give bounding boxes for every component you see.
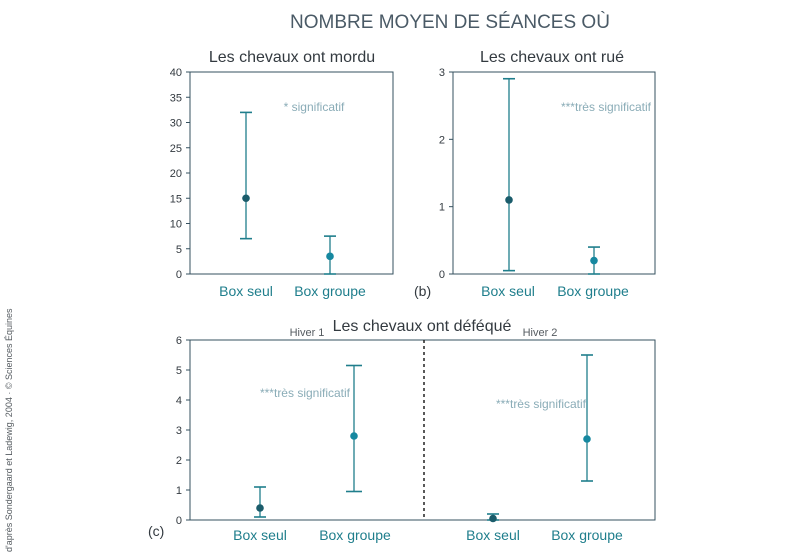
panel-b-frame — [452, 71, 656, 275]
panel-c-group-1-series-1-point — [583, 435, 591, 443]
panel-c-xlabel-2: Box seul — [466, 527, 520, 543]
panel-c-group-0-annotation: ***très significatif — [260, 386, 351, 400]
panel-b-series-0-point — [505, 196, 513, 204]
panel-b-marks — [503, 77, 600, 275]
panel-a-ytick-label-1: 5 — [176, 244, 182, 256]
panel-c-marks — [254, 354, 593, 523]
panel-a-ytick-label-8: 40 — [170, 67, 182, 79]
panel-c-group-0-series-0-point — [256, 504, 264, 512]
panel-a-annotation: * significatif — [284, 100, 345, 114]
panel-c-group-0-label: Hiver 1 — [290, 327, 325, 339]
panel-b-ytick-label-1: 1 — [439, 202, 445, 214]
panel-c-group-1-series-0-point — [489, 514, 497, 523]
panel-a-ytick-label-3: 15 — [170, 193, 182, 205]
panel-a-ytick-label-0: 0 — [176, 269, 182, 281]
panel-b-y-axis: 0 1 2 3 — [439, 67, 453, 281]
panel-c-group-0-series-1-point — [350, 432, 358, 440]
panel-b-ytick-label-0: 0 — [439, 269, 445, 281]
panel-b-series-1-point — [590, 256, 598, 265]
panel-b-ytick-label-3: 3 — [439, 67, 445, 79]
panel-b-annotation: ***très significatif — [561, 100, 652, 114]
panel-c-ytick-label-0: 0 — [176, 515, 182, 527]
panel-c-xlabel-0: Box seul — [233, 527, 287, 543]
panel-b-title: Les chevaux ont rué — [480, 49, 624, 66]
panel-a-y-axis: 0 5 10 15 20 25 30 35 40 — [170, 67, 190, 281]
panel-c-ytick-label-5: 5 — [176, 365, 182, 377]
panel-a-series-1-point — [326, 252, 334, 261]
panel-c-ytick-label-3: 3 — [176, 425, 182, 437]
panel-c-ytick-label-2: 2 — [176, 455, 182, 467]
panel-c-xlabel-3: Box groupe — [551, 527, 623, 543]
panel-a-ytick-label-4: 20 — [170, 168, 182, 180]
panel-c-group-1-annotation: ***très significatif — [496, 397, 587, 411]
panel-a-ytick-label-6: 30 — [170, 118, 182, 130]
panel-c-xlabel-1: Box groupe — [319, 527, 391, 543]
figure-title: NOMBRE MOYEN DE SÉANCES OÙ — [290, 11, 610, 33]
panel-c-ytick-label-6: 6 — [176, 335, 182, 347]
panel-a-xlabel-1: Box groupe — [294, 283, 366, 299]
figure-credit: d'après Sondergaard et Ladewig, 2004 · ©… — [4, 308, 14, 552]
panel-a-series-0-point — [242, 194, 250, 203]
panel-a-ytick-label-2: 10 — [170, 219, 182, 231]
panel-a-marks — [240, 111, 336, 275]
panel-c-group-1-label: Hiver 2 — [523, 327, 558, 339]
panel-c: Les chevaux ont déféqué Hiver 1 Hiver 2 … — [148, 318, 656, 543]
panel-b: Les chevaux ont rué 0 1 2 3 ***très signifi… — [414, 49, 656, 299]
panel-a-ytick-label-7: 35 — [170, 92, 182, 104]
panel-c-title: Les chevaux ont déféqué — [333, 318, 512, 335]
panel-b-xlabel-1: Box groupe — [557, 283, 629, 299]
panel-b-ytick-label-2: 2 — [439, 134, 445, 146]
panel-c-y-axis: 0 1 2 3 4 5 6 — [176, 335, 190, 527]
panel-c-ytick-label-1: 1 — [176, 485, 182, 497]
panel-c-label: (c) — [148, 523, 164, 539]
panel-b-xlabel-0: Box seul — [481, 283, 535, 299]
panel-a-ytick-label-5: 25 — [170, 143, 182, 155]
panel-c-ytick-label-4: 4 — [176, 395, 182, 407]
panel-a-title: Les chevaux ont mordu — [209, 49, 375, 66]
panel-b-label: (b) — [414, 283, 431, 299]
panel-a: Les chevaux ont mordu 0 5 10 15 20 25 30 35 40 *… — [170, 49, 394, 299]
panel-a-xlabel-0: Box seul — [219, 283, 273, 299]
